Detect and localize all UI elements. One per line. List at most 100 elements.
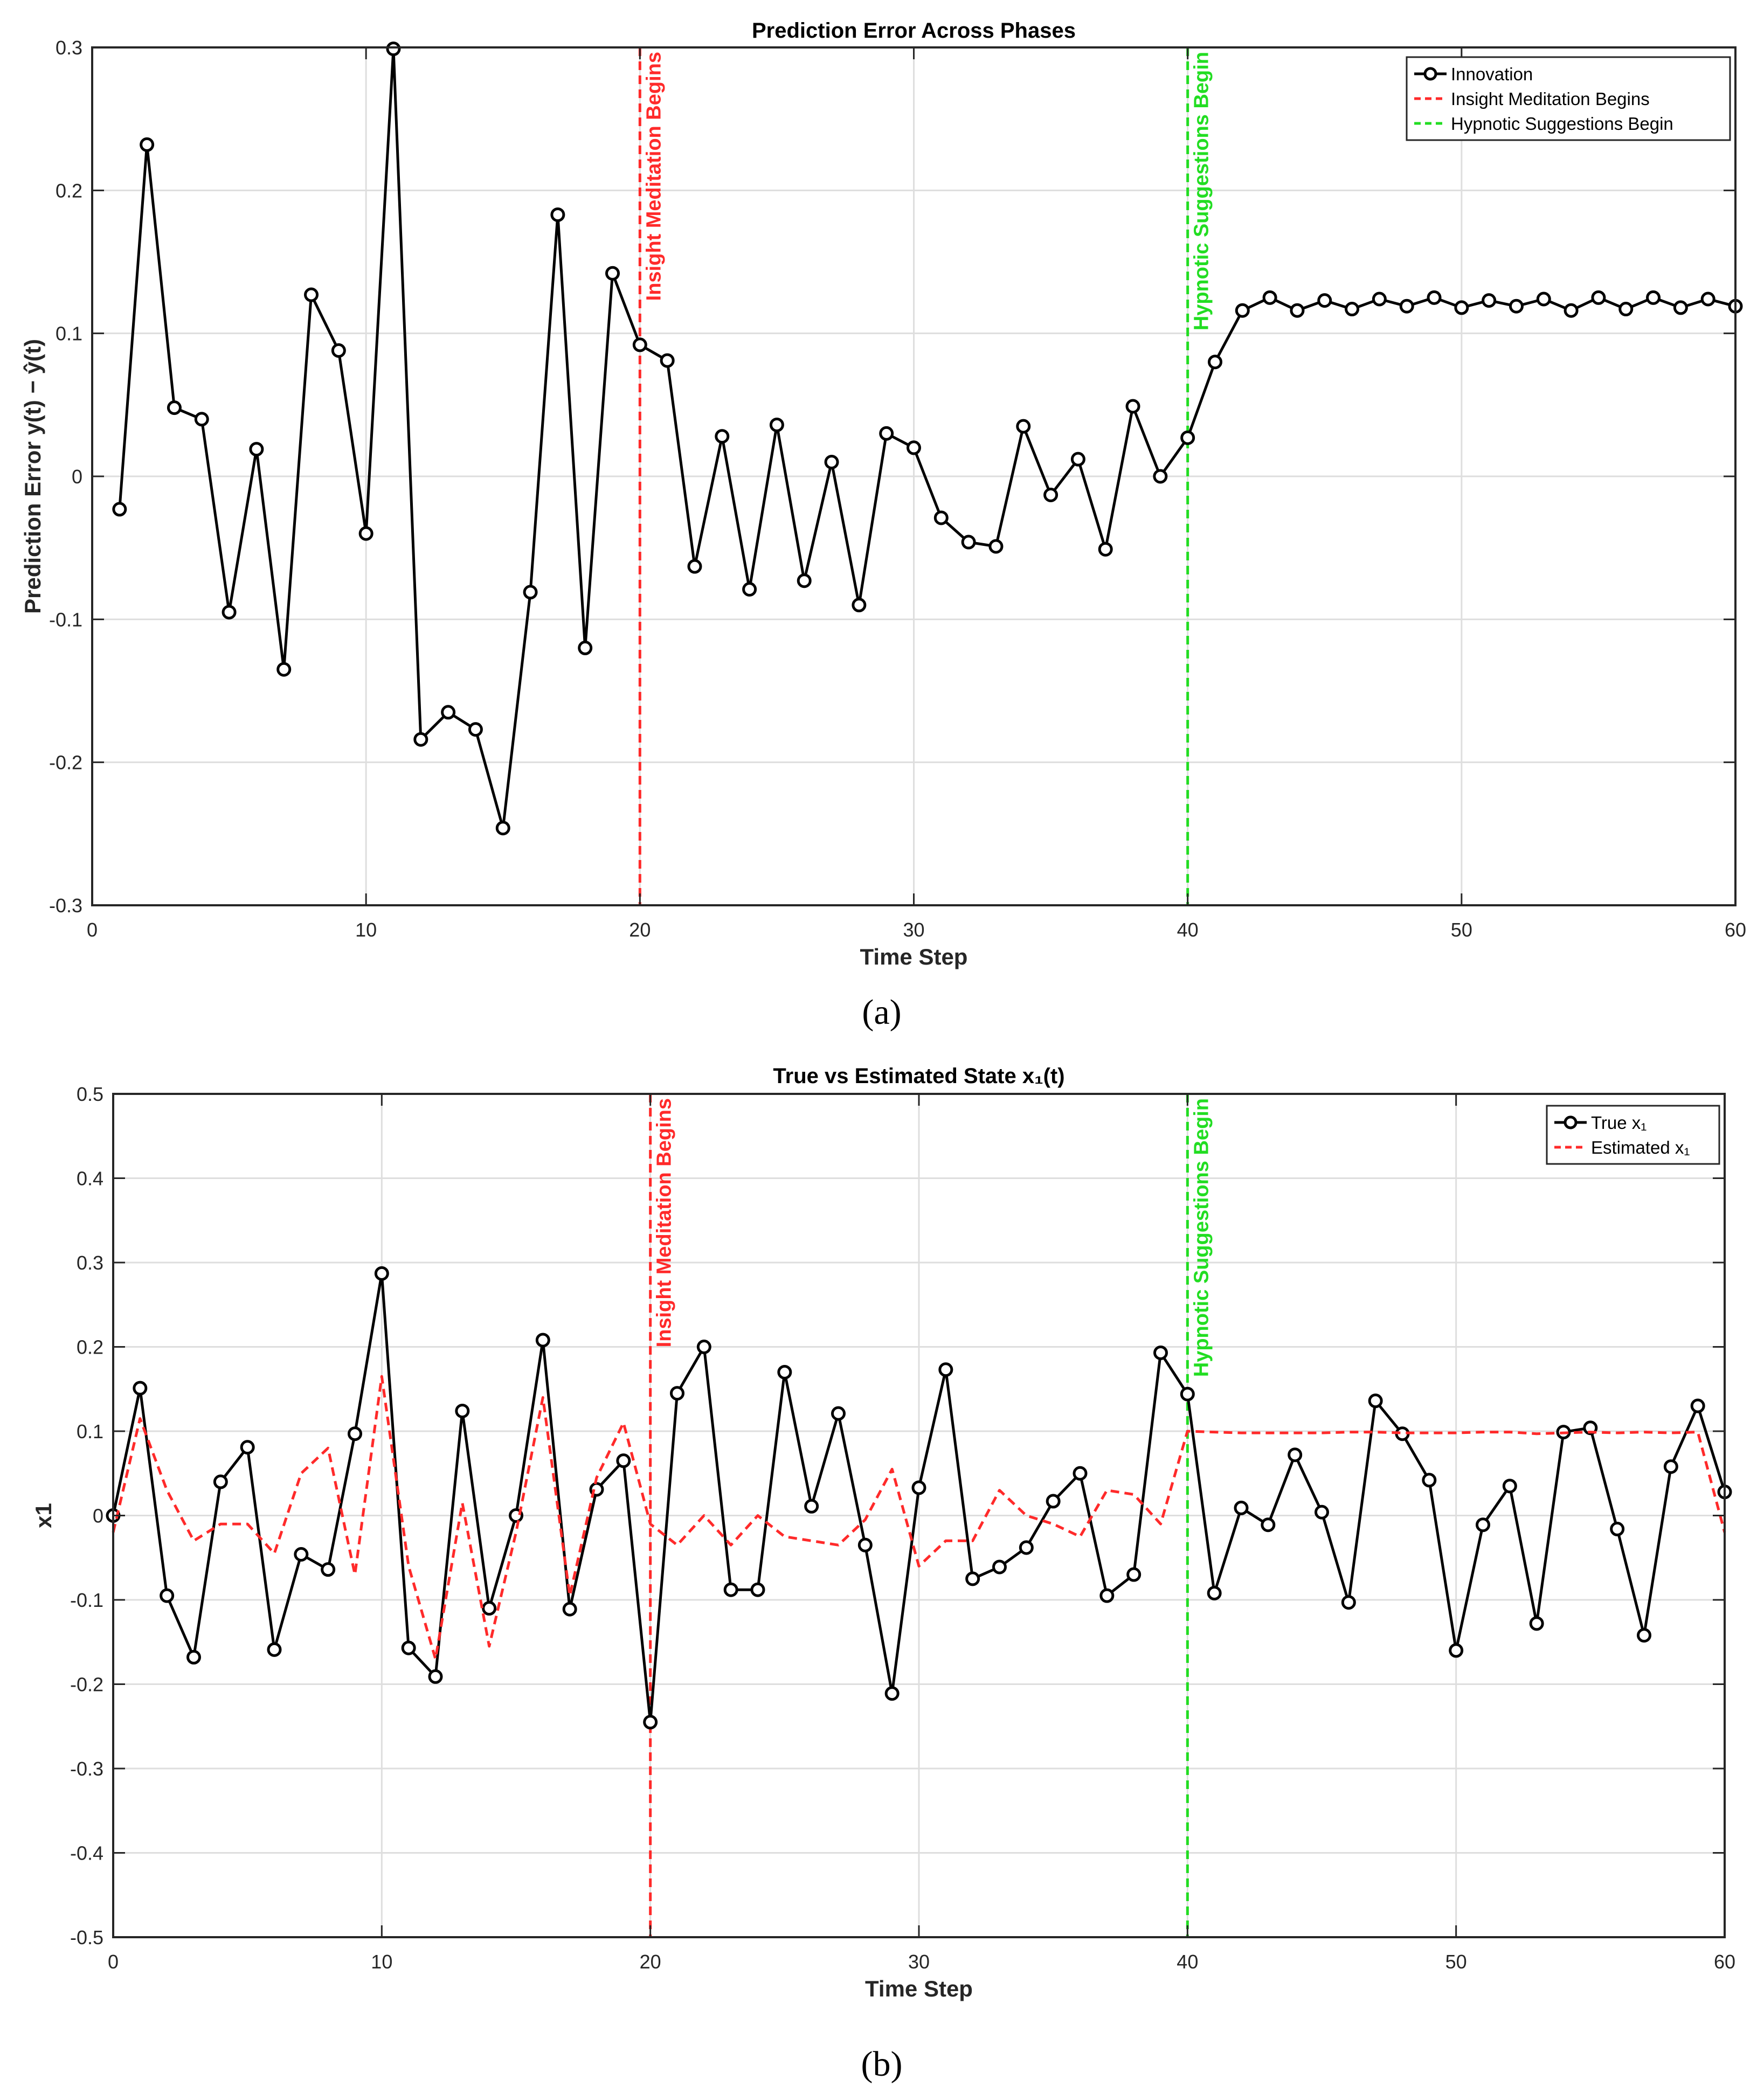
- chart-b-data-point: [1610, 1522, 1625, 1537]
- chart-a-data-point: [1345, 302, 1360, 317]
- chart-a-data-point: [1673, 300, 1688, 315]
- chart-a-data-point: [1317, 293, 1332, 308]
- chart-a-legend-label: Insight Meditation Begins: [1451, 89, 1650, 109]
- chart-b-data-point: [401, 1640, 416, 1655]
- chart-b-data-point: [1315, 1504, 1329, 1520]
- chart-a-y-ticks: -0.3 -0.2 -0.1 0 0.1 0.2 0.3: [49, 37, 1735, 917]
- chart-a-data-point: [1372, 292, 1387, 307]
- chart-b-y-tick-label: 0.2: [77, 1336, 103, 1358]
- chart-b-data-point: [1690, 1398, 1705, 1413]
- chart-a-data-point: [358, 526, 373, 541]
- chart-b-data-point: [1449, 1643, 1464, 1658]
- chart-a-data-point: [194, 412, 209, 427]
- chart-b-series-estimated-line: [112, 1375, 1726, 1661]
- chart-a-y-tick-label: 0: [72, 466, 82, 488]
- chart-b-legend-marker: [1564, 1115, 1578, 1129]
- chart-a-y-tick-label: 0.2: [56, 179, 82, 202]
- chart-b-x-axis-label: Time Step: [865, 1976, 973, 2001]
- chart-a-data-point: [249, 442, 264, 457]
- chart-a-data-point: [660, 353, 675, 368]
- chart-a-data-point: [1427, 290, 1442, 305]
- chart-b-data-point: [1261, 1517, 1276, 1533]
- chart-b-y-ticks: -0.5 -0.4 -0.3 -0.2 -0.1 0 0.1 0.2 0.3 0.4 0.5: [70, 1083, 1725, 1949]
- chart-a-legend-marker: [1423, 67, 1437, 81]
- chart-b-data-point: [670, 1386, 684, 1401]
- chart-b-y-tick-label: 0.1: [77, 1420, 103, 1443]
- chart-a-x-tick-label: 20: [629, 919, 651, 941]
- chart-a-data-point: [687, 559, 702, 574]
- chart-b-data-point: [321, 1562, 336, 1577]
- chart-a-data-point: [1016, 419, 1031, 434]
- chart-b-y-tick-label: -0.2: [70, 1674, 103, 1696]
- chart-a-data-point: [988, 539, 1004, 554]
- chart-a-x-tick-label: 50: [1451, 919, 1472, 941]
- chart-b-data-point: [1422, 1473, 1437, 1488]
- chart-a-title: Prediction Error Across Phases: [752, 19, 1076, 43]
- chart-b-y-tick-label: -0.4: [70, 1842, 103, 1864]
- chart-a-legend-label: Innovation: [1451, 64, 1533, 84]
- chart-b-x-tick-label: 10: [371, 1951, 392, 1973]
- chart-b-true-vs-estimated: Insight Meditation Begins Hypnotic Sugges…: [31, 1064, 1735, 2001]
- chart-a-data-point: [1536, 292, 1551, 307]
- chart-a-legend-box: [1406, 56, 1731, 141]
- chart-b-data-point: [186, 1649, 201, 1665]
- chart-b-y-tick-label: 0.4: [77, 1168, 103, 1190]
- chart-a-data-point: [1290, 303, 1305, 318]
- caption-a: (a): [862, 993, 901, 1032]
- chart-b-data-point: [160, 1588, 175, 1603]
- chart-a-data-point: [578, 640, 593, 655]
- chart-b-data-point: [294, 1547, 309, 1562]
- chart-b-data-point: [213, 1474, 228, 1489]
- chart-a-data-point: [386, 41, 401, 57]
- chart-b-y-tick-label: -0.1: [70, 1589, 103, 1611]
- chart-a-data-point: [1207, 355, 1222, 370]
- chart-a-data-point: [632, 337, 647, 352]
- chart-a-grid: [92, 47, 1735, 905]
- chart-a-data-point: [1235, 303, 1250, 318]
- chart-a-series: [112, 41, 1743, 836]
- chart-b-data-point: [455, 1403, 470, 1418]
- chart-a-data-point: [1454, 300, 1469, 315]
- chart-a-data-point: [933, 510, 949, 525]
- chart-b-data-point: [831, 1406, 846, 1421]
- chart-a-data-point: [1180, 430, 1195, 445]
- chart-b-data-point: [1126, 1567, 1142, 1582]
- chart-b-data-point: [696, 1340, 711, 1354]
- chart-a-data-point: [1043, 487, 1059, 502]
- chart-a-data-point: [1262, 290, 1277, 305]
- chart-a-data-point: [222, 605, 237, 620]
- chart-b-data-point: [1583, 1420, 1598, 1436]
- chart-b-data-point: [616, 1453, 631, 1468]
- chart-b-data-point: [1341, 1595, 1356, 1610]
- chart-b-data-point: [1288, 1447, 1303, 1462]
- chart-b-data-point: [1019, 1540, 1034, 1555]
- chart-a-y-tick-label: 0.3: [56, 37, 82, 59]
- chart-b-data-point: [1637, 1628, 1651, 1643]
- chart-a-data-point: [1700, 292, 1715, 307]
- chart-a-prediction-error: Insight Meditation Begins Hypnotic Sugges…: [20, 19, 1746, 969]
- chart-a-x-tick-label: 0: [87, 919, 98, 941]
- chart-b-data-point: [1046, 1494, 1061, 1509]
- chart-b-data-point: [1234, 1500, 1249, 1515]
- chart-b-data-point: [562, 1601, 577, 1617]
- chart-b-data-point: [884, 1686, 900, 1701]
- chart-a-y-tick-label: -0.2: [49, 752, 82, 774]
- chart-b-data-point: [348, 1426, 362, 1441]
- chart-a-data-point: [742, 582, 757, 597]
- chart-b-title: True vs Estimated State x₁(t): [773, 1064, 1064, 1088]
- chart-b-legend-label: True x₁: [1591, 1113, 1647, 1133]
- chart-b-data-point: [1180, 1386, 1195, 1402]
- chart-b-x-tick-label: 40: [1177, 1951, 1198, 1973]
- chart-a-x-tick-label: 30: [903, 919, 924, 941]
- chart-b-y-tick-label: 0.3: [77, 1252, 103, 1274]
- chart-a-data-point: [167, 400, 182, 415]
- chart-a-data-point: [495, 821, 510, 836]
- chart-a-data-point: [304, 287, 319, 302]
- chart-b-data-point: [133, 1381, 148, 1396]
- chart-a-data-point: [715, 429, 730, 444]
- chart-a-data-point: [1153, 469, 1168, 484]
- chart-a-data-point: [441, 705, 456, 720]
- chart-a-data-point: [140, 137, 155, 152]
- chart-b-series: [106, 1266, 1732, 1730]
- chart-b-data-point: [911, 1480, 926, 1495]
